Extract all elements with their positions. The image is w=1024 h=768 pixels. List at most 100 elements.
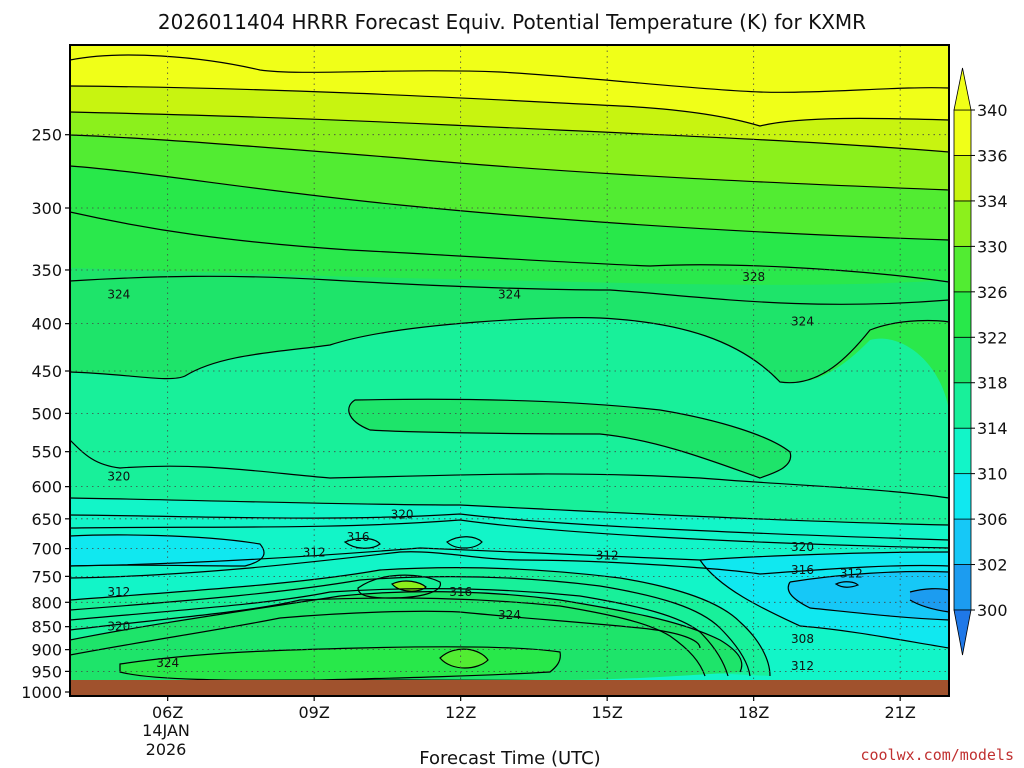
contour-label: 312 [840, 567, 863, 581]
y-tick-label: 400 [31, 315, 62, 334]
contour-label: 312 [303, 546, 326, 560]
contour-line [699, 559, 949, 649]
contour-line [70, 497, 949, 526]
y-axis: 250 300 350 400 450 500 550 600 650 700 750 800 850 9… [21, 126, 70, 702]
band-310-left [70, 534, 265, 566]
colorbar-label: 340 [977, 101, 1008, 120]
contour-label: 312 [596, 548, 619, 562]
terrain-ground [70, 680, 949, 696]
contour-line [439, 648, 489, 669]
x-tick-label: 21Z [885, 703, 916, 722]
contour-line [909, 599, 949, 613]
contour-line [357, 574, 441, 599]
contour-label: 324 [498, 287, 521, 301]
contour-line [70, 165, 949, 241]
colorbar-segment [953, 518, 972, 565]
contour-label: 316 [791, 563, 814, 577]
band-302 [910, 588, 949, 612]
contour-label: 324 [107, 287, 130, 301]
y-tick-label: 950 [31, 662, 62, 681]
contour-label: 320 [107, 469, 130, 483]
chart-title: 2026011404 HRRR Forecast Equiv. Potentia… [158, 10, 866, 34]
contour-line [70, 211, 949, 283]
contour-line [70, 551, 949, 579]
contour-line [70, 567, 771, 677]
contour-label: 328 [742, 270, 765, 284]
plot-area [70, 45, 949, 696]
colorbar-segment [953, 155, 972, 202]
colorbar-segment [953, 291, 972, 338]
y-tick-label: 750 [31, 567, 62, 586]
contour-line [787, 581, 949, 621]
contour-line [909, 588, 949, 593]
colorbar-label: 314 [977, 419, 1008, 438]
colorbar-segment [953, 473, 972, 520]
contour-label: 316 [449, 585, 472, 599]
y-tick-label: 850 [31, 618, 62, 637]
contour-line [70, 591, 743, 673]
colorbar-label: 302 [977, 556, 1008, 575]
band-334 [70, 112, 949, 190]
colorbar-label: 322 [977, 328, 1008, 347]
band-326 [70, 166, 949, 282]
y-tick-label: 250 [31, 126, 62, 145]
x-axis: 06Z 09Z 12Z 15Z 18Z 21Z [152, 696, 916, 722]
x-axis-label: Forecast Time (UTC) [419, 748, 600, 768]
colorbar-label: 330 [977, 237, 1008, 256]
contour-label: 320 [107, 620, 130, 634]
x-date-line-2: 2026 [146, 740, 187, 759]
colorbar-label: 306 [977, 510, 1008, 529]
contour-line [348, 398, 792, 479]
contour-label: 320 [391, 507, 414, 521]
contour-label: 312 [791, 659, 814, 673]
contour-line [70, 519, 949, 549]
contour-label: 308 [791, 632, 814, 646]
band-306 [788, 571, 949, 620]
y-tick-label: 800 [31, 593, 62, 612]
colorbar-segment [953, 109, 972, 156]
contour-line [70, 85, 949, 127]
contour-lines [70, 54, 949, 683]
x-date-line-1: 14JAN [142, 721, 190, 740]
colorbar-segment [953, 200, 972, 247]
x-tick-label: 09Z [299, 703, 330, 722]
contour-line [70, 547, 949, 567]
band-340 [70, 45, 949, 126]
contour-line [446, 536, 483, 549]
contour-label: 324 [498, 608, 521, 622]
contour-line [70, 597, 706, 677]
colorbar-segment [953, 427, 972, 475]
contour-line [70, 513, 949, 541]
contour-line [391, 580, 427, 592]
contour-line [70, 576, 751, 677]
colorbar-label: 326 [977, 283, 1008, 302]
band-336 [70, 86, 949, 152]
colorbar-extend-bottom [953, 609, 972, 656]
contour-line [70, 317, 949, 384]
y-tick-label: 350 [31, 261, 62, 280]
y-tick-label: 600 [31, 478, 62, 497]
contour-line [789, 570, 949, 583]
colorbar-segment [953, 245, 972, 293]
colorbar-label: 334 [977, 192, 1008, 211]
y-tick-label: 450 [31, 362, 62, 381]
credit-text: coolwx.com/models [860, 746, 1014, 764]
contour-label: 312 [107, 585, 130, 599]
colorbar-segment [953, 336, 972, 384]
colorbar-label: 318 [977, 374, 1008, 393]
contour-label: 320 [791, 540, 814, 554]
y-tick-label: 500 [31, 404, 62, 423]
y-tick-label: 300 [31, 199, 62, 218]
band-330-blob [440, 649, 488, 668]
contour-line [70, 111, 949, 153]
y-tick-label: 900 [31, 641, 62, 660]
x-tick-label: 15Z [592, 703, 623, 722]
colorbar-label: 310 [977, 465, 1008, 484]
contour-line [343, 537, 381, 549]
colorbar-segment [953, 382, 972, 429]
x-tick-label: 12Z [445, 703, 476, 722]
band-322-upper [70, 268, 949, 383]
band-330 [70, 135, 949, 240]
x-tick-label: 06Z [152, 703, 183, 722]
